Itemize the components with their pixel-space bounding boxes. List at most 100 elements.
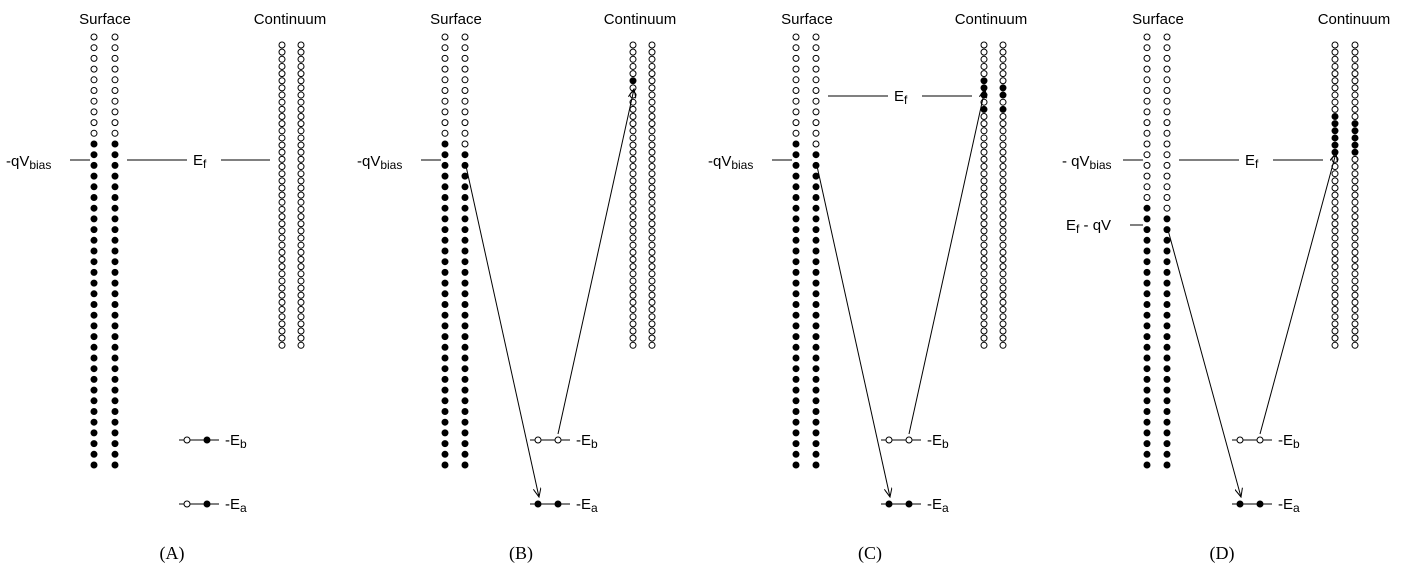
filled-state-dot [1163, 386, 1171, 394]
filled-state-dot [1163, 397, 1171, 405]
eb-label: -Eb [576, 432, 598, 451]
filled-state-dot [812, 301, 820, 308]
empty-state-dot [183, 436, 191, 444]
empty-state-dot [461, 87, 469, 94]
filled-state-dot [1163, 279, 1171, 287]
empty-state-dot [1163, 183, 1171, 191]
empty-state-dot [1331, 277, 1339, 285]
empty-state-dot [1331, 334, 1339, 342]
empty-state-dot [999, 170, 1007, 178]
empty-state-dot [999, 327, 1007, 335]
filled-state-dot [441, 429, 449, 437]
empty-state-dot [461, 108, 469, 116]
empty-state-dot [648, 48, 656, 56]
empty-state-dot [1351, 70, 1359, 78]
filled-state-dot [1143, 386, 1151, 394]
empty-state-dot [278, 241, 286, 249]
empty-state-dot [1163, 129, 1171, 137]
filled-state-dot [792, 440, 800, 448]
filled-state-dot [1163, 440, 1171, 448]
empty-state-dot [278, 127, 286, 135]
empty-state-dot [297, 98, 305, 106]
filled-state-dot [792, 301, 800, 308]
empty-state-dot [278, 334, 286, 342]
empty-state-dot [648, 84, 656, 92]
empty-state-dot [1163, 97, 1171, 105]
empty-state-dot [278, 48, 286, 56]
filled-state-dot [461, 161, 469, 169]
bound-state-a: -Ea [881, 496, 949, 515]
empty-state-dot [999, 341, 1007, 349]
filled-state-dot [1351, 134, 1359, 142]
surface-states [1143, 33, 1171, 469]
filled-state-dot [90, 375, 98, 383]
empty-state-dot [441, 44, 449, 52]
bias-label: -qVbias [357, 153, 402, 172]
bias-label: -qVbias [6, 153, 51, 172]
empty-state-dot [1331, 241, 1339, 249]
transition-arrow-down [816, 165, 890, 497]
empty-state-dot [980, 191, 988, 199]
empty-state-dot [297, 320, 305, 328]
filled-state-dot [1163, 215, 1171, 223]
empty-state-dot [1351, 198, 1359, 206]
surface-states [792, 33, 820, 469]
filled-state-dot [792, 226, 800, 234]
filled-state-dot [111, 461, 119, 469]
empty-state-dot [1351, 41, 1359, 49]
filled-state-dot [90, 386, 98, 394]
empty-state-dot [648, 205, 656, 213]
filled-state-dot [203, 500, 211, 508]
empty-state-dot [1163, 172, 1171, 180]
filled-state-dot [1143, 450, 1151, 458]
empty-state-dot [999, 256, 1007, 263]
empty-state-dot [1351, 256, 1359, 263]
filled-state-dot [1143, 333, 1151, 341]
empty-state-dot [629, 234, 637, 242]
empty-state-dot [648, 163, 656, 171]
empty-state-dot [1351, 284, 1359, 292]
filled-state-dot [1256, 500, 1264, 508]
empty-state-dot [980, 134, 988, 142]
filled-state-dot [461, 290, 469, 298]
empty-state-dot [980, 270, 988, 278]
filled-state-dot [461, 450, 469, 458]
empty-state-dot [629, 155, 637, 163]
filled-state-dot [111, 333, 119, 341]
empty-state-dot [461, 65, 469, 73]
empty-state-dot [278, 41, 286, 49]
empty-state-dot [648, 120, 656, 128]
empty-state-dot [278, 277, 286, 285]
filled-state-dot [90, 258, 98, 266]
surface-states [90, 33, 119, 469]
filled-state-dot [90, 322, 98, 330]
empty-state-dot [1351, 191, 1359, 199]
empty-state-dot [792, 33, 800, 41]
empty-state-dot [278, 284, 286, 292]
empty-state-dot [461, 140, 469, 148]
filled-state-dot [441, 375, 449, 383]
continuum-heading: Continuum [604, 11, 677, 28]
filled-state-dot [812, 343, 820, 351]
empty-state-dot [629, 263, 637, 271]
empty-state-dot [1331, 327, 1339, 335]
empty-state-dot [461, 129, 469, 137]
empty-state-dot [1351, 291, 1359, 299]
filled-state-dot [1331, 127, 1339, 135]
empty-state-dot [90, 44, 98, 52]
empty-state-dot [278, 70, 286, 78]
filled-state-dot [1163, 301, 1171, 308]
empty-state-dot [461, 119, 469, 127]
filled-state-dot [461, 268, 469, 276]
filled-state-dot [792, 247, 800, 255]
continuum-heading: Continuum [254, 11, 327, 28]
empty-state-dot [1351, 77, 1359, 85]
empty-state-dot [1331, 191, 1339, 199]
empty-state-dot [648, 270, 656, 278]
filled-state-dot [1163, 268, 1171, 276]
filled-state-dot [461, 386, 469, 394]
filled-state-dot [812, 172, 820, 180]
filled-state-dot [792, 397, 800, 405]
filled-state-dot [1331, 134, 1339, 142]
filled-state-dot [812, 375, 820, 383]
